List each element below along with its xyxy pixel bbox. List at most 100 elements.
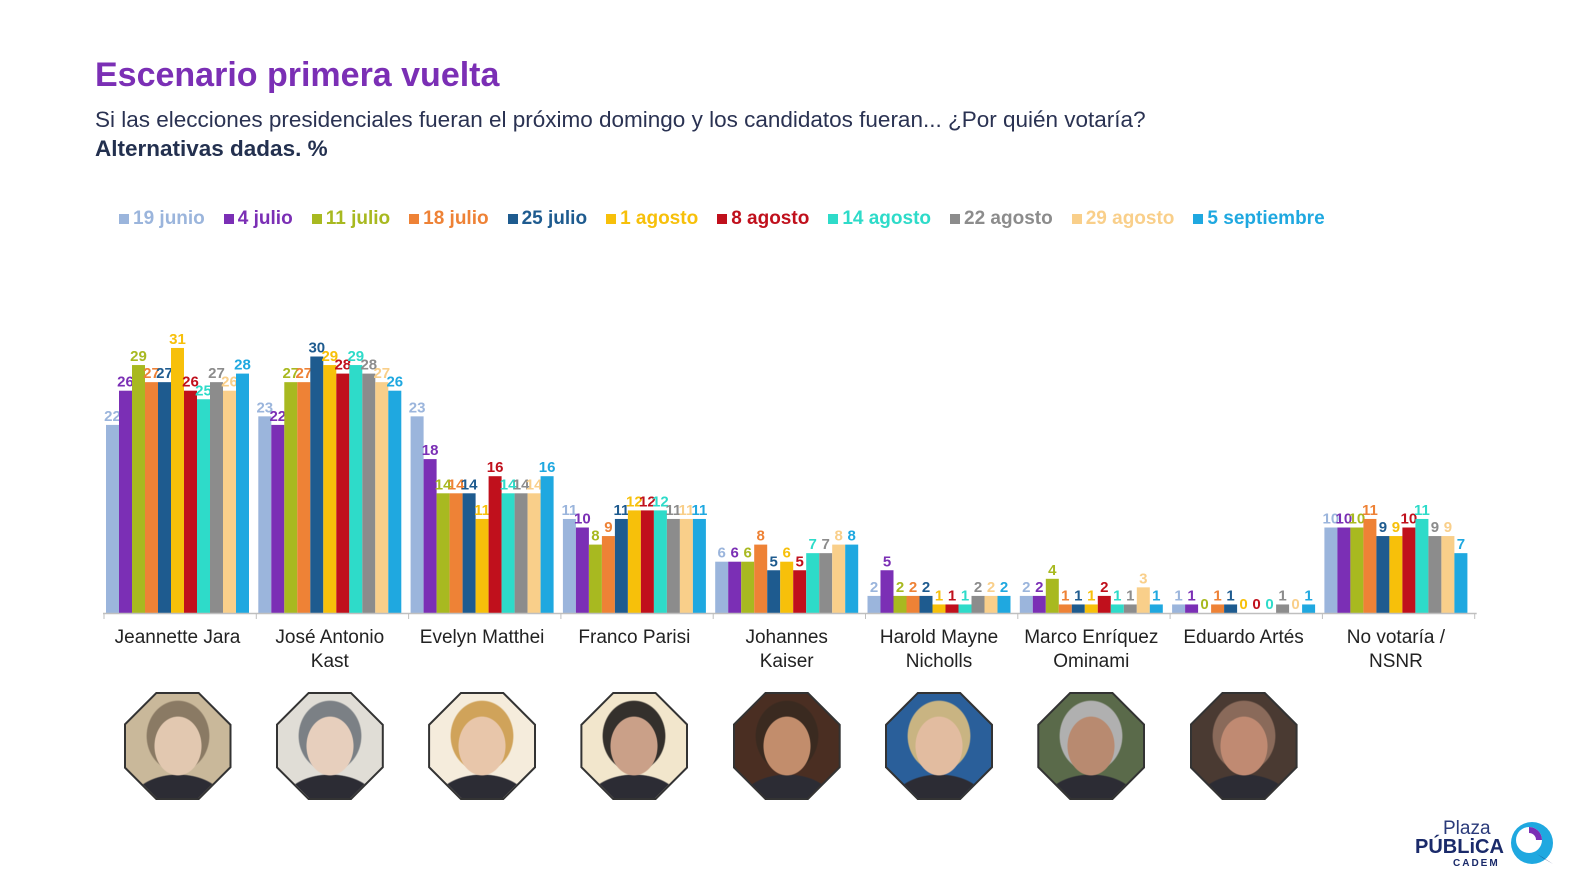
legend-label: 11 julio (325, 208, 391, 229)
data-label: 9 (1444, 519, 1452, 536)
portrait-image (887, 694, 991, 798)
category-label-line: NSNR (1368, 651, 1423, 672)
bar-johannes-kaiser-5-septiembre (845, 544, 859, 613)
data-label: 1 (948, 587, 956, 604)
bar-jeannette-jara-14-agosto (197, 399, 210, 613)
legend-label: 29 agosto (1085, 208, 1175, 229)
data-label: 6 (731, 545, 739, 562)
data-label: 10 (1323, 511, 1340, 528)
data-label: 29 (130, 348, 147, 365)
data-label: 2 (1022, 579, 1030, 596)
portrait-image (125, 694, 230, 798)
data-label: 11 (1362, 502, 1378, 519)
data-label: 0 (1265, 596, 1273, 613)
bar-marco-enriquez-ominami-11-julio (1045, 578, 1059, 613)
legend-label: 25 julio (521, 208, 588, 229)
bar-evelyn-matthei-18-julio (449, 493, 463, 613)
legend-label: 22 agosto (964, 208, 1053, 229)
legend-swatch (223, 214, 234, 224)
data-label: 25 (195, 382, 212, 399)
bar-johannes-kaiser-8-agosto (793, 570, 807, 613)
data-label: 5 (883, 553, 891, 570)
bar-jose-antonio-kast-11-julio (284, 382, 298, 613)
legend-item-25-julio: 25 julio (507, 208, 588, 230)
data-label: 3 (1139, 570, 1147, 587)
johannes-kaiser-photo (732, 692, 841, 800)
category-label-line: Harold Mayne (879, 627, 999, 648)
bar-jeannette-jara-25-julio (158, 382, 171, 613)
data-label: 27 (295, 365, 312, 382)
data-label: 27 (143, 365, 160, 382)
bar-no-votaria-nsnr-1-agosto (1389, 536, 1403, 613)
data-label: 1 (1113, 587, 1121, 604)
legend-swatch (1193, 214, 1204, 224)
bar-evelyn-matthei-29-agosto (527, 493, 541, 613)
bar-no-votaria-nsnr-4-julio (1337, 527, 1351, 613)
data-label: 2 (1000, 579, 1008, 596)
legend-swatch (1071, 214, 1082, 224)
bar-harold-mayne-nicholls-22-agosto (971, 595, 985, 613)
bar-no-votaria-nsnr-29-agosto (1441, 536, 1455, 613)
bar-franco-parisi-14-agosto (653, 510, 667, 613)
portrait-image (1191, 694, 1296, 798)
data-label: 14 (500, 476, 517, 493)
data-label: 0 (1239, 596, 1247, 613)
category-label-no-votaria-nsnr: No votaría / NSNR (1321, 626, 1471, 674)
bar-evelyn-matthei-19-junio (410, 416, 424, 613)
category-label-marco-enriquez-ominami: Marco Enríquez Ominami (1016, 626, 1166, 674)
bar-johannes-kaiser-1-agosto (780, 561, 794, 613)
bar-franco-parisi-5-septiembre (692, 518, 706, 613)
data-label: 16 (539, 459, 556, 476)
bar-evelyn-matthei-5-septiembre (540, 476, 554, 613)
bar-no-votaria-nsnr-8-agosto (1402, 527, 1416, 613)
bar-harold-mayne-nicholls-19-junio (867, 595, 881, 613)
data-label: 14 (448, 476, 465, 493)
data-label: 12 (626, 493, 643, 510)
bar-harold-mayne-nicholls-4-julio (880, 570, 894, 613)
data-label: 1 (1061, 587, 1069, 604)
legend-swatch (507, 214, 518, 224)
plaza-publica-cadem-logo: Plaza PÚBLiCA CADEM (1413, 818, 1563, 874)
bar-jose-antonio-kast-22-agosto (362, 373, 376, 613)
legend-swatch (950, 214, 961, 224)
category-label-line: No votaría / (1346, 627, 1445, 648)
bar-jeannette-jara-19-junio (106, 424, 119, 613)
data-label: 23 (409, 399, 426, 416)
data-label: 10 (574, 511, 591, 528)
data-label: 7 (822, 536, 830, 553)
category-label-line: Jeannette Jara (114, 627, 241, 648)
legend-swatch (717, 214, 728, 224)
bar-evelyn-matthei-1-agosto (475, 518, 489, 613)
bar-franco-parisi-25-julio (614, 518, 628, 613)
data-label: 2 (896, 579, 904, 596)
legend-item-29-agosto: 29 agosto (1071, 208, 1175, 230)
data-label: 29 (321, 348, 338, 365)
bar-eduardo-artes-5-septiembre (1302, 604, 1316, 613)
data-label: 10 (1401, 511, 1418, 528)
data-label: 2 (922, 579, 930, 596)
data-label: 12 (652, 493, 669, 510)
category-label-line: Marco Enríquez (1024, 627, 1159, 648)
data-label: 2 (1100, 579, 1108, 596)
category-label-line: Franco Parisi (578, 627, 691, 648)
portrait-image (430, 694, 535, 798)
legend-label: 18 julio (423, 208, 489, 229)
bar-johannes-kaiser-18-julio (754, 544, 768, 613)
data-label: 8 (835, 528, 843, 545)
bar-no-votaria-nsnr-5-septiembre (1454, 553, 1468, 613)
bar-harold-mayne-nicholls-8-agosto (945, 604, 959, 613)
bar-franco-parisi-19-junio (562, 518, 576, 613)
data-label: 8 (591, 528, 599, 545)
category-label-line: Kaiser (759, 651, 814, 672)
bar-marco-enriquez-ominami-5-septiembre (1149, 604, 1163, 613)
data-label: 29 (347, 348, 364, 365)
portrait-image (1039, 694, 1144, 798)
logo-text-cadem: CADEM (1453, 858, 1500, 869)
data-label: 9 (604, 519, 612, 536)
data-label: 1 (1152, 587, 1160, 604)
bar-marco-enriquez-ominami-18-julio (1058, 604, 1072, 613)
data-label: 14 (526, 476, 543, 493)
bar-jose-antonio-kast-14-agosto (349, 365, 363, 613)
data-label: 1 (935, 587, 943, 604)
